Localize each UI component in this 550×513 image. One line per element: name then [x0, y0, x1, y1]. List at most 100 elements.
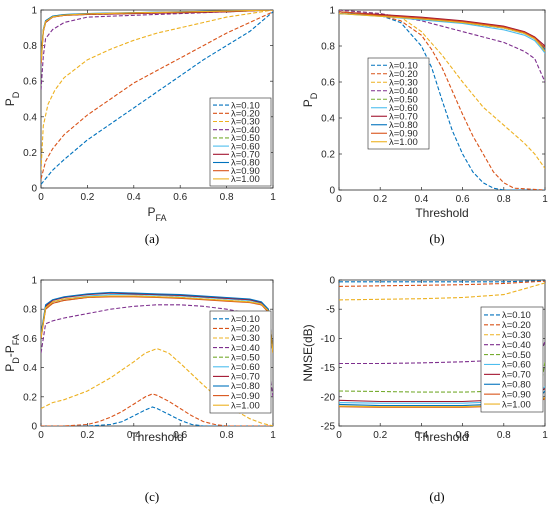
series-line-8: [41, 291, 273, 354]
chart-panel-1: 0 0.2 0.4 0.6 0.8 1 0 0.2 0.4 0.6 0.8 1 PFA PD (a) λ=0.…: [3, 6, 276, 247]
x-axis-label: PFA: [147, 205, 166, 223]
legend-label: λ=0.20: [502, 320, 531, 331]
legend-label: λ=0.50: [231, 352, 260, 363]
y-tick-label: -15: [321, 363, 336, 374]
legend: λ=0.10λ=0.20λ=0.30λ=0.40λ=0.50λ=0.60λ=0.…: [367, 57, 430, 150]
legend-label: λ=0.80: [231, 158, 260, 169]
legend-label: λ=0.10: [389, 60, 418, 71]
series-line-2: [339, 11, 545, 190]
legend-label: λ=0.20: [389, 69, 418, 80]
legend-label: λ=0.20: [231, 109, 260, 120]
y-tick-label: 0.2: [321, 150, 335, 161]
legend-label: λ=1.00: [231, 174, 260, 185]
chart-panel-4: 0 0.2 0.4 0.6 0.8 1 -25 -20 -15 -10 -5 0 Threshold NM…: [301, 276, 548, 505]
legend-label: λ=0.90: [502, 389, 531, 400]
y-tick-label: -25: [321, 422, 336, 433]
y-tick-label: 0: [329, 276, 335, 287]
legend-label: λ=0.60: [231, 141, 260, 152]
legend-label: λ=0.30: [502, 330, 531, 341]
legend-label: λ=0.30: [231, 333, 260, 344]
legend-label: λ=0.40: [231, 125, 260, 136]
x-tick-label: 0.8: [220, 430, 234, 441]
series-line-9: [41, 296, 273, 354]
y-tick-label: 0.4: [321, 114, 335, 125]
x-tick-label: 0.2: [80, 192, 94, 203]
x-tick-label: 1: [270, 192, 276, 203]
legend-label: λ=0.40: [502, 340, 531, 351]
y-tick-label: -10: [321, 334, 336, 345]
x-tick-label: 0.6: [456, 430, 470, 441]
x-tick-label: 0.2: [373, 194, 387, 205]
legend-label: λ=0.10: [231, 100, 260, 111]
legend-label: λ=0.50: [231, 133, 260, 144]
y-tick-label: 0.2: [23, 148, 37, 159]
legend-box: [209, 97, 272, 187]
legend-label: λ=0.40: [389, 86, 418, 97]
legend-label: λ=0.60: [231, 362, 260, 373]
y-axis-label: PD: [3, 91, 21, 106]
x-tick-label: 0: [38, 430, 44, 441]
legend-label: λ=0.60: [502, 360, 531, 371]
legend-label: λ=0.80: [231, 381, 260, 392]
legend-label: λ=0.80: [502, 379, 531, 390]
series-line-1: [339, 280, 545, 283]
y-tick-label: -20: [321, 392, 336, 403]
y-tick-label: 0: [31, 422, 37, 433]
panel-caption: (c): [145, 489, 159, 504]
y-tick-label: 0: [31, 184, 37, 195]
y-tick-label: 1: [31, 6, 37, 17]
legend-label: λ=0.70: [502, 370, 531, 381]
y-tick-label: 0.8: [23, 305, 37, 316]
legend-label: λ=0.80: [389, 120, 418, 131]
series-line-10: [41, 10, 273, 62]
legend-label: λ=0.10: [502, 310, 531, 321]
series-line-10: [41, 295, 273, 354]
legend-label: λ=0.30: [231, 117, 260, 128]
x-tick-label: 0.6: [456, 194, 470, 205]
legend-label: λ=0.40: [231, 343, 260, 354]
y-tick-label: 0: [329, 186, 335, 197]
series-line-1: [339, 11, 545, 190]
legend: λ=0.10λ=0.20λ=0.30λ=0.40λ=0.50λ=0.60λ=0.…: [480, 306, 544, 413]
x-axis-label: Threshold: [130, 430, 183, 444]
series-line-10: [339, 13, 545, 52]
x-tick-label: 0.8: [497, 430, 511, 441]
legend-label: λ=0.90: [231, 391, 260, 402]
legend-label: λ=1.00: [231, 400, 260, 411]
x-tick-label: 0.8: [497, 194, 511, 205]
x-tick-label: 1: [542, 430, 548, 441]
legend: λ=0.10λ=0.20λ=0.30λ=0.40λ=0.50λ=0.60λ=0.…: [209, 97, 272, 187]
series-line-1: [41, 406, 273, 426]
legend-label: λ=0.50: [502, 350, 531, 361]
x-tick-label: 0.4: [414, 194, 428, 205]
series-line-7: [339, 11, 545, 47]
x-tick-label: 0.8: [220, 192, 234, 203]
x-axis-label: Threshold: [415, 206, 468, 220]
chart-panel-2: 0 0.2 0.4 0.6 0.8 1 0 0.2 0.4 0.6 0.8 1 Threshold PD (…: [301, 6, 548, 247]
series-line-3: [339, 282, 545, 301]
x-tick-label: 0.6: [173, 430, 187, 441]
legend-label: λ=0.70: [231, 372, 260, 383]
legend-label: λ=0.70: [231, 150, 260, 161]
y-axis-label: NMSE(dB): [301, 324, 315, 381]
series-line-3: [41, 348, 273, 426]
x-tick-label: 1: [270, 430, 276, 441]
y-tick-label: -5: [326, 305, 335, 316]
legend-label: λ=0.30: [389, 77, 418, 88]
x-tick-label: 1: [542, 194, 548, 205]
x-axis-label: Threshold: [415, 430, 468, 444]
series-line-7: [41, 292, 273, 354]
y-tick-label: 0.6: [23, 334, 37, 345]
x-tick-label: 0: [336, 430, 342, 441]
panel-caption: (b): [429, 231, 444, 246]
chart-panel-3: 0 0.2 0.4 0.6 0.8 1 0 0.2 0.4 0.6 0.8 1 Threshold PD-…: [3, 276, 276, 505]
series-line-4: [41, 304, 273, 397]
legend-label: λ=0.70: [389, 111, 418, 122]
y-tick-label: 0.8: [23, 41, 37, 52]
y-axis-label: PD: [301, 92, 319, 107]
y-tick-label: 0.6: [321, 78, 335, 89]
legend-label: λ=1.00: [389, 137, 418, 148]
y-tick-label: 0.4: [23, 363, 37, 374]
series-line-3: [41, 10, 273, 171]
